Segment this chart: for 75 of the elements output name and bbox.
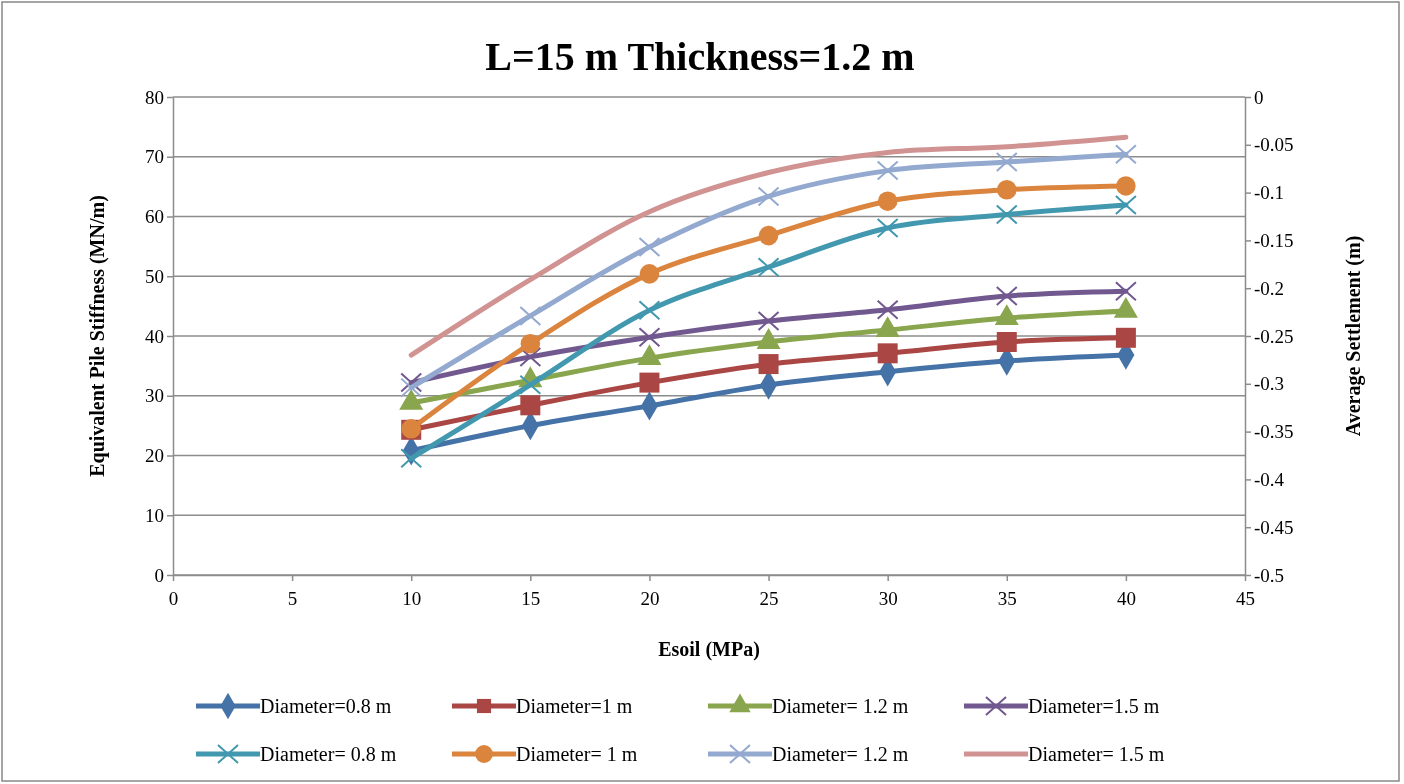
y-tick-label: 40 — [145, 325, 164, 347]
point — [997, 179, 1017, 200]
x-tick-label: 45 — [1236, 587, 1255, 609]
point — [995, 204, 1018, 225]
legend-label: Diameter= 1 m — [516, 743, 638, 765]
y-tick-label: 0 — [154, 564, 164, 586]
y2-tick-label: -0.5 — [1254, 564, 1285, 586]
y-tick-label: 10 — [145, 504, 164, 526]
point — [400, 372, 423, 393]
y2-tick-label: -0.25 — [1254, 325, 1294, 347]
y-tick-label: 20 — [145, 445, 164, 467]
x-tick-label: 35 — [997, 587, 1017, 609]
legend-label: Diameter= 1.2 m — [772, 695, 909, 717]
point — [639, 264, 660, 284]
x-axis-title: Esoil (MPa) — [658, 638, 760, 661]
point — [638, 327, 661, 348]
point — [519, 346, 542, 367]
point — [520, 395, 541, 416]
y-tick-label: 30 — [145, 385, 164, 407]
y2-tick-label: -0.1 — [1254, 182, 1285, 204]
point — [638, 300, 661, 321]
point — [400, 377, 423, 398]
x-tick-label: 25 — [759, 587, 779, 609]
y-tick-label: 50 — [145, 265, 164, 287]
point — [757, 257, 780, 278]
point — [757, 311, 780, 332]
point — [1116, 176, 1136, 196]
point — [1114, 281, 1137, 302]
point — [876, 299, 899, 320]
legend-label: Diameter= 0.8 m — [260, 743, 397, 765]
point — [1114, 144, 1137, 165]
y2-tick-label: -0.15 — [1254, 229, 1294, 251]
point — [1115, 327, 1136, 348]
y-axis-title: Equivalent Pile Stiffness (MN/m) — [86, 195, 109, 477]
x-tick-label: 10 — [402, 587, 422, 609]
point — [996, 331, 1017, 352]
point — [639, 372, 660, 393]
y2-axis-title: Average Settlement (m) — [1342, 235, 1365, 437]
point — [995, 285, 1018, 306]
point — [520, 333, 541, 354]
x-tick-label: 15 — [521, 587, 541, 609]
legend-label: Diameter=0.8 m — [260, 695, 392, 717]
x-tick-label: 0 — [168, 587, 179, 609]
y2-tick-label: -0.2 — [1254, 277, 1285, 299]
legend-label: Diameter= 1.5 m — [1028, 743, 1165, 765]
y2-tick-label: -0.35 — [1254, 421, 1294, 443]
point — [758, 225, 779, 246]
point — [877, 191, 898, 211]
point — [995, 152, 1018, 173]
point — [877, 343, 898, 364]
y-tick-label: 80 — [145, 86, 164, 108]
y2-tick-label: -0.4 — [1254, 468, 1285, 490]
point — [876, 160, 899, 181]
point — [757, 186, 780, 207]
point — [638, 237, 661, 258]
x-tick-label: 40 — [1116, 587, 1136, 609]
legend-label: Diameter=1.5 m — [1028, 695, 1160, 717]
legend-label: Diameter= 1.2 m — [772, 743, 909, 765]
chart-title: L=15 m Thickness=1.2 m — [485, 34, 915, 79]
point — [758, 354, 779, 375]
point — [876, 217, 899, 238]
x-tick-label: 5 — [287, 587, 298, 609]
y2-tick-label: -0.3 — [1254, 373, 1285, 395]
point — [1114, 195, 1137, 216]
point — [519, 374, 542, 395]
point — [519, 305, 542, 326]
point — [400, 448, 423, 469]
x-tick-label: 30 — [878, 587, 898, 609]
x-tick-label: 20 — [640, 587, 660, 609]
legend-label: Diameter=1 m — [516, 695, 633, 717]
y2-tick-label: -0.45 — [1254, 516, 1294, 538]
y2-tick-label: -0.05 — [1254, 134, 1294, 156]
y-tick-label: 70 — [145, 146, 164, 168]
y2-tick-label: 0 — [1254, 86, 1264, 108]
y-tick-label: 60 — [145, 206, 164, 228]
